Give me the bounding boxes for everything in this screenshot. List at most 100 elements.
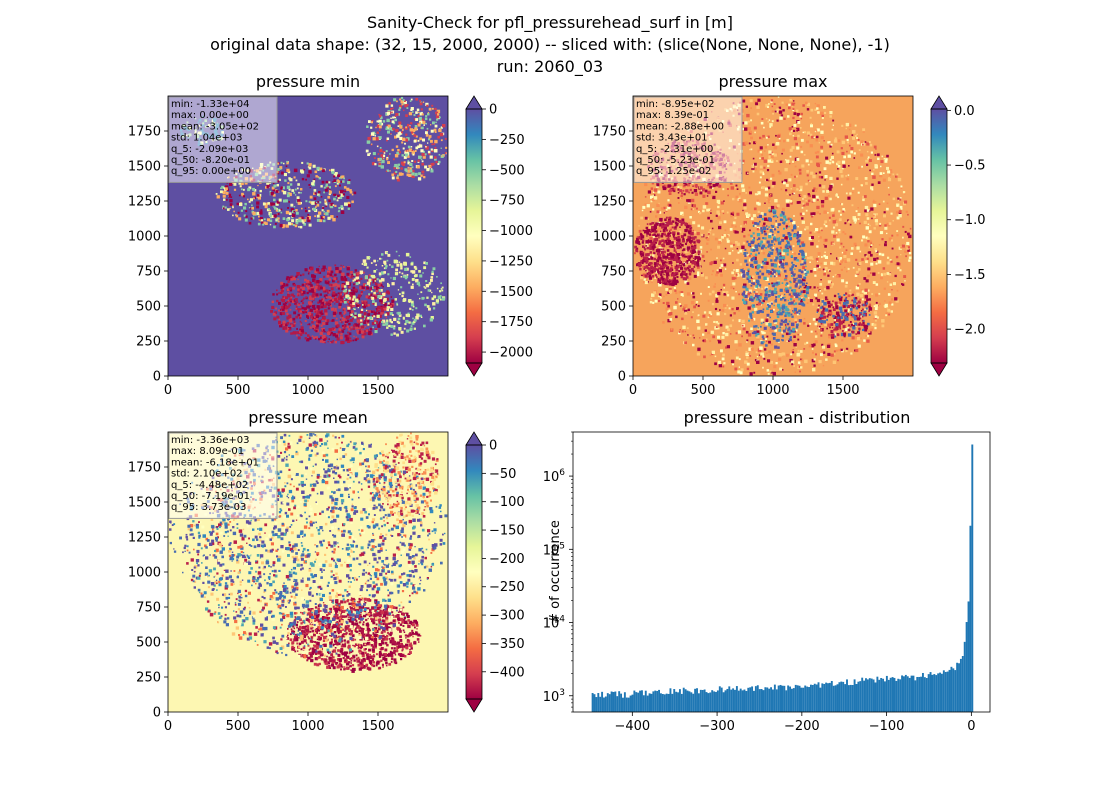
heatmap-cell [320, 196, 323, 198]
heatmap-cell [756, 355, 759, 358]
heatmap-cell [877, 157, 880, 160]
heatmap-cell [796, 113, 800, 117]
heatmap-cell [398, 151, 401, 154]
heatmap-cell [711, 195, 713, 197]
heatmap-cell [311, 294, 315, 298]
heatmap-cell [271, 215, 275, 218]
heatmap-cell [894, 274, 897, 278]
heatmap-cell [306, 291, 309, 295]
heatmap-cell [385, 113, 388, 116]
heatmap-cell [741, 324, 744, 327]
heatmap-cell [779, 308, 782, 311]
heatmap-cell [319, 311, 322, 314]
heatmap-cell [749, 355, 752, 357]
heatmap-cell [742, 209, 744, 212]
heatmap-cell [379, 129, 381, 131]
heatmap-cell [344, 190, 347, 192]
heatmap-cell [356, 324, 360, 328]
heatmap-cell [316, 319, 320, 324]
heatmap-cell [290, 208, 294, 212]
heatmap-cell [296, 187, 299, 190]
heatmap-cell [736, 258, 739, 262]
heatmap-cell [672, 231, 676, 235]
heatmap-cell [636, 247, 639, 250]
heatmap-cell [692, 204, 696, 208]
heatmap-cell [393, 317, 397, 321]
heatmap-cell [667, 206, 671, 210]
heatmap-cell [290, 222, 293, 226]
heatmap-cell [278, 198, 282, 202]
heatmap-cell [382, 292, 386, 297]
heatmap-cell [747, 292, 750, 296]
heatmap-cell [743, 235, 746, 238]
heatmap-cell [283, 307, 286, 309]
heatmap-cell [853, 218, 857, 222]
heatmap-cell [734, 230, 738, 234]
heatmap-cell [308, 200, 311, 203]
heatmap-cell [280, 281, 284, 285]
heatmap-cell [842, 231, 845, 234]
heatmap-cell [802, 104, 805, 107]
heatmap-cell [684, 330, 687, 333]
heatmap-cell [649, 251, 653, 254]
heatmap-cell [851, 336, 855, 340]
heatmap-cell [332, 283, 336, 287]
heatmap-cell [812, 351, 814, 354]
heatmap-cell [740, 225, 743, 228]
heatmap-cell [878, 224, 882, 227]
heatmap-cell [398, 124, 401, 127]
heatmap-cell [666, 222, 670, 226]
heatmap-cell [374, 330, 378, 334]
heatmap-cell [229, 207, 231, 210]
heatmap-cell [662, 245, 664, 248]
heatmap-cell [787, 115, 790, 118]
heatmap-cell [240, 181, 244, 186]
heatmap-cell [789, 129, 792, 132]
heatmap-cell [273, 225, 276, 229]
heatmap-cell [380, 301, 383, 305]
heatmap-cell [409, 167, 412, 170]
heatmap-cell [887, 308, 891, 312]
heatmap-cell [691, 244, 693, 247]
heatmap-cell [793, 365, 795, 367]
heatmap-cell [342, 295, 345, 297]
heatmap-cell [390, 296, 393, 298]
heatmap-cell [295, 209, 298, 212]
heatmap-cell [660, 276, 664, 279]
heatmap-cell [417, 161, 420, 163]
heatmap-cell [736, 212, 740, 216]
heatmap-cell [303, 223, 306, 226]
heatmap-cell [653, 262, 657, 266]
heatmap-cell [295, 275, 298, 278]
heatmap-cell [665, 258, 667, 261]
heatmap-cell [656, 268, 659, 272]
heatmap-cell [391, 265, 394, 268]
heatmap-cell [377, 157, 381, 162]
heatmap-cell [371, 321, 375, 325]
heatmap-cell [722, 283, 726, 287]
heatmap-cell [725, 346, 728, 349]
heatmap-cell [396, 272, 399, 274]
heatmap-cell [430, 129, 434, 133]
heatmap-cell [300, 326, 304, 330]
heatmap-cell [379, 157, 382, 161]
heatmap-cell [662, 248, 665, 251]
heatmap-cell [750, 107, 752, 109]
heatmap-cell [373, 259, 376, 263]
heatmap-cell [697, 347, 701, 351]
heatmap-cell [873, 311, 878, 315]
heatmap-cell [723, 287, 725, 289]
heatmap-cell [650, 231, 652, 233]
heatmap-cell [324, 309, 327, 311]
heatmap-cell [768, 207, 772, 211]
heatmap-cell [745, 299, 747, 302]
heatmap-cell [404, 100, 406, 102]
heatmap-cell [405, 252, 410, 257]
heatmap-cell [775, 362, 778, 365]
heatmap-cell [658, 246, 662, 250]
heatmap-cell [341, 330, 345, 333]
heatmap-cell [304, 278, 307, 282]
heatmap-cell [324, 319, 328, 322]
heatmap-cell [400, 267, 403, 270]
